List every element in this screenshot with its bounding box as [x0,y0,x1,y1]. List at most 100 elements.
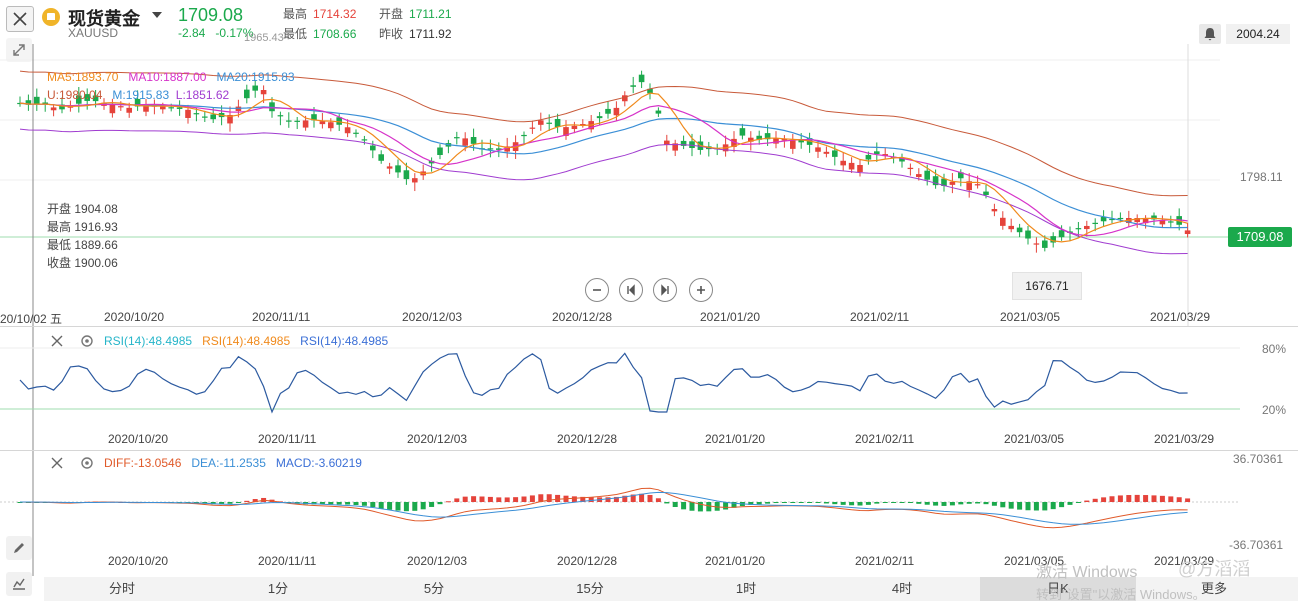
candle-body [991,209,998,212]
candle-body [1008,225,1014,230]
candle-body [319,121,326,125]
candle-body [1025,230,1031,239]
collapse-button[interactable] [6,38,32,62]
macd-value-legend: MACD:-3.60219 [275,456,362,470]
candle-body [874,151,880,155]
hover-close-label: 收盘 [47,256,72,270]
chart-type-button[interactable] [6,572,32,596]
candle-body [899,158,905,162]
macd-bar [1017,502,1023,510]
macd-x-date: 2021/02/11 [855,554,915,568]
chevron-down-icon[interactable] [152,12,162,18]
gear-icon[interactable] [80,334,94,348]
macd-bar [723,502,729,510]
candle-body [1168,221,1174,223]
candle-body [1042,240,1048,248]
macd-bar [227,502,233,504]
macd-bar [429,502,435,507]
candle-body [59,104,65,110]
candle-body [344,127,351,134]
macd-bar [647,494,653,502]
candle-body [1016,227,1023,233]
rsi-x-date: 2020/11/11 [258,432,317,446]
candle-body [664,140,670,145]
macd-bar [714,502,720,511]
gear-icon[interactable] [80,456,94,470]
hover-close-value: 1900.06 [74,256,118,270]
macd-diff-line [19,487,1188,529]
candle-body [126,107,132,113]
macd-bar [655,498,661,502]
candle-body [764,133,771,140]
tab-more[interactable]: 更多 [1200,581,1227,596]
close-icon[interactable] [50,456,64,470]
candle-body [1184,230,1191,235]
draw-tool-button[interactable] [6,536,32,560]
close-button[interactable] [6,6,34,32]
candle-body [613,107,620,116]
candle-body [907,167,914,170]
macd-bar [1075,502,1081,503]
candle-body [1000,217,1006,226]
ma20-legend: MA20:1915.83 [216,70,295,84]
tab-daily-k[interactable]: 日K [980,577,1136,601]
candle-body [202,116,208,118]
close-icon[interactable] [50,334,64,348]
macd-bar [949,502,955,506]
macd-bar [891,502,897,503]
open-label: 开盘 [379,7,404,21]
macd-bar [781,502,787,503]
macd-bar [697,502,703,512]
rsi-x-date: 2021/03/29 [1154,432,1215,446]
zoom-in-button[interactable] [689,278,713,302]
alert-button[interactable] [1199,24,1221,44]
macd-tick-bottom: -36.70361 [1229,538,1284,552]
candle-body [748,137,754,142]
macd-bar [471,496,477,502]
candle-body [798,139,804,143]
macd-bar [529,495,535,502]
scroll-right-button[interactable] [653,278,677,302]
tab-1hour[interactable]: 1时 [735,581,757,596]
candle-body [731,138,737,147]
candle-body [529,127,536,129]
tab-5min[interactable]: 5分 [423,581,445,596]
macd-bar [555,494,561,502]
candle-body [504,146,510,152]
zoom-in-icon [697,286,705,294]
candle-body [538,120,544,125]
period-tabs: 分时 1分 5分 15分 1时 4时 日K 更多 [44,577,1298,601]
scroll-left-button[interactable] [619,278,643,302]
hover-high: 最高 1916.93 [47,218,118,236]
macd-bar [1059,502,1065,508]
open-value: 1711.21 [409,7,452,21]
chart-type-icon [13,578,25,590]
candle-body [790,140,796,149]
instrument-name[interactable]: 现货黄金 [68,9,140,29]
hover-open-label: 开盘 [47,202,72,216]
macd-bar [748,502,754,505]
candle-body [546,122,552,124]
candle-body [580,124,586,126]
rsi-x-date: 2020/12/03 [407,432,468,446]
ma-legend: MA5:1893.70 MA10:1887.00 MA20:1915.83 [47,70,295,84]
tab-15min[interactable]: 15分 [576,581,604,596]
tab-1min[interactable]: 1分 [267,581,289,596]
macd-bar [1101,497,1107,502]
candle-body [739,128,746,136]
candle-body [361,139,368,141]
tab-time-share[interactable]: 分时 [108,581,135,596]
macd-bar [210,502,216,505]
ma10-legend: MA10:1887.00 [128,70,207,84]
zoom-out-button[interactable] [585,278,609,302]
candle-body [252,85,258,91]
tab-4hour[interactable]: 4时 [891,581,913,596]
candle-body [680,140,687,146]
candle-body [571,125,578,130]
macd-bar [513,497,519,502]
macd-bar [874,502,880,504]
candle-body [689,141,695,148]
macd-bar [1067,502,1073,505]
macd-bar [588,497,594,502]
